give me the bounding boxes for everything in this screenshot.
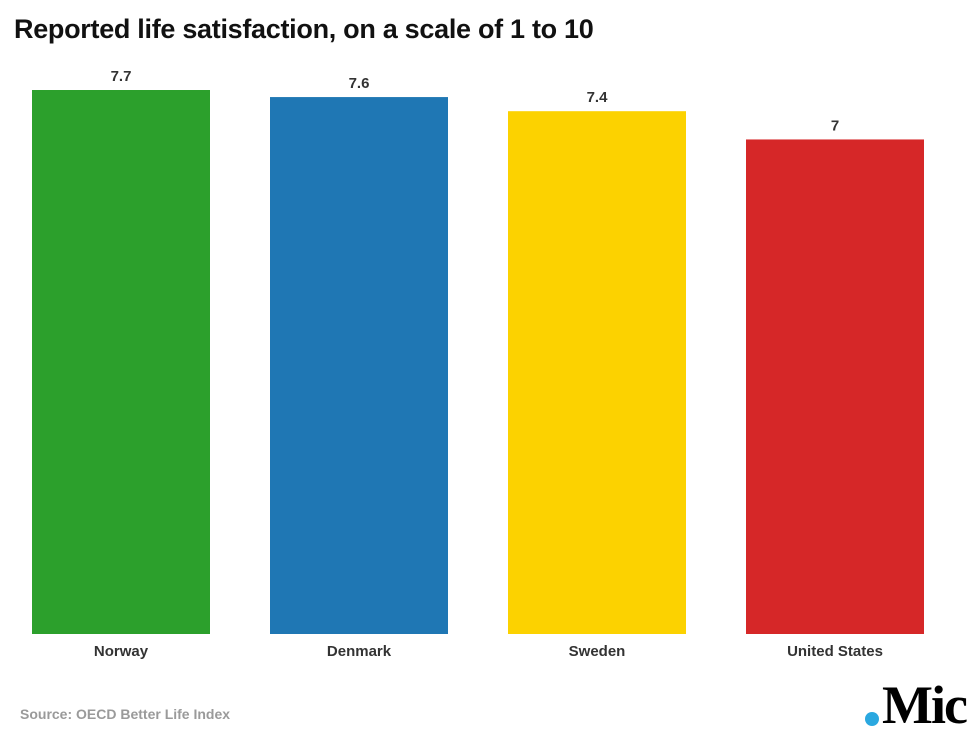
source-note: Source: OECD Better Life Index (20, 706, 231, 722)
value-labels-group: 7.7 7.6 7.4 7 (111, 68, 840, 134)
bar-sweden (508, 111, 686, 634)
mic-logo: Mic (865, 675, 968, 735)
bars-group (32, 90, 924, 635)
logo-dot-icon (865, 712, 880, 726)
category-label-sweden: Sweden (569, 643, 626, 660)
value-label-denmark: 7.6 (349, 75, 370, 92)
bar-norway (32, 90, 210, 634)
category-label-united-states: United States (787, 643, 883, 660)
category-label-denmark: Denmark (327, 643, 392, 660)
value-label-united-states: 7 (831, 117, 839, 134)
category-labels-group: Norway Denmark Sweden United States (94, 643, 883, 660)
chart-title: Reported life satisfaction, on a scale o… (14, 14, 594, 44)
bar-united-states (746, 139, 924, 635)
logo-text: Mic (882, 675, 968, 735)
value-label-norway: 7.7 (111, 68, 132, 85)
category-label-norway: Norway (94, 643, 149, 660)
bar-chart: 7.7 7.6 7.4 7 Norway Denmark Sweden United Sta… (32, 68, 924, 660)
value-label-sweden: 7.4 (587, 89, 609, 106)
bar-denmark (270, 97, 448, 634)
